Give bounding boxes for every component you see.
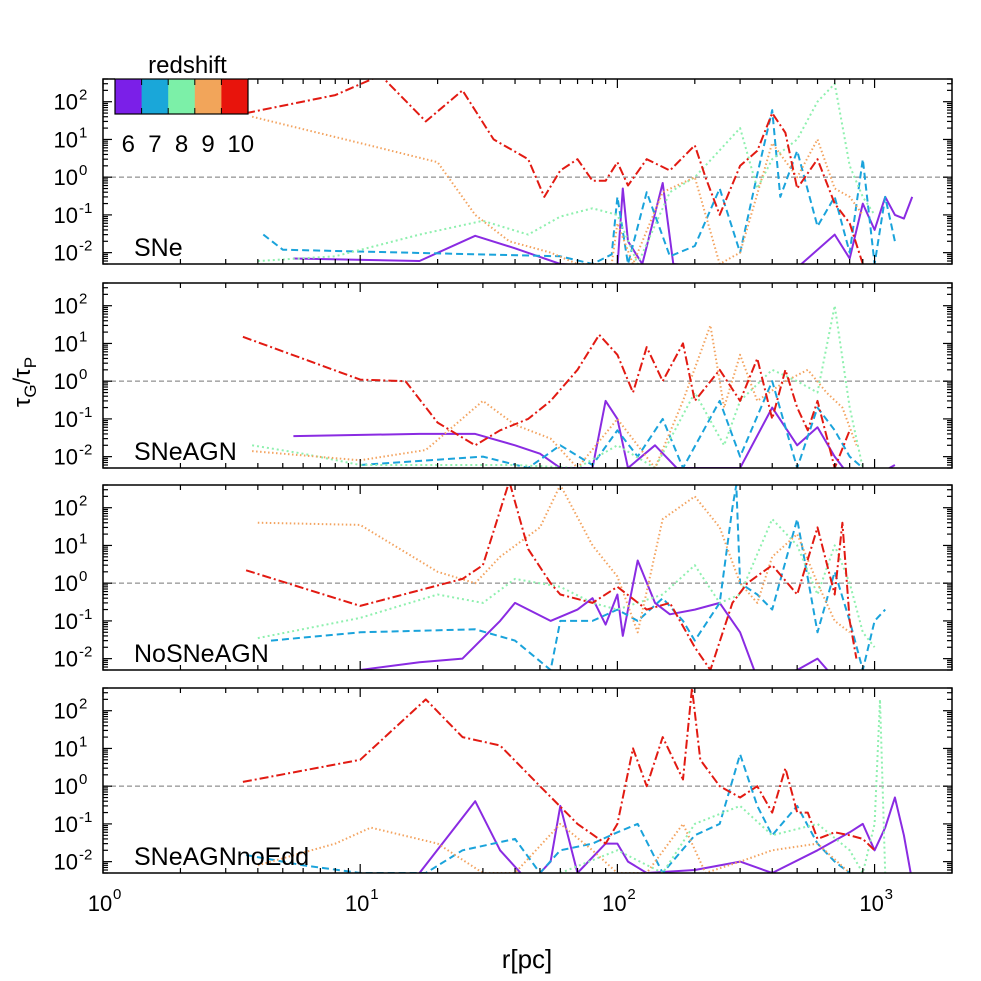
- y-tick-exponent: -2: [79, 847, 92, 864]
- colorbar-title: redshift: [148, 52, 227, 79]
- series-z8: [257, 82, 876, 264]
- y-tick-label: 10: [54, 571, 78, 596]
- x-tick-exponent: 2: [627, 886, 635, 903]
- series-z9: [251, 115, 864, 264]
- series-z9: [257, 485, 851, 634]
- y-tick-exponent: 2: [79, 291, 87, 308]
- colorbar-swatch: [168, 79, 196, 114]
- series-z6: [418, 796, 912, 873]
- x-tick-label: 10: [345, 891, 369, 916]
- y-tick-exponent: 0: [79, 162, 87, 179]
- panel-label: SNeAGNnoEdd: [134, 843, 309, 871]
- y-tick-label: 10: [54, 90, 78, 115]
- y-tick-label: 10: [54, 407, 78, 432]
- x-tick-label: 10: [88, 891, 112, 916]
- series-z7: [270, 485, 886, 670]
- panel-label: NoSNeAGN: [134, 640, 269, 668]
- series-z10: [245, 79, 864, 264]
- colorbar-label: 10: [227, 131, 254, 158]
- y-tick-exponent: 1: [79, 530, 87, 547]
- y-tick-label: 10: [54, 736, 78, 761]
- colorbar-swatch: [115, 79, 143, 114]
- series-z8: [559, 698, 887, 873]
- colorbar: redshift 6 7 8 9 10: [114, 52, 254, 158]
- y-tick-exponent: 2: [79, 696, 87, 713]
- series-z6: [360, 559, 829, 670]
- series-z6: [293, 399, 896, 468]
- y-tick-exponent: -1: [79, 809, 92, 826]
- x-tick-exponent: 0: [113, 886, 121, 903]
- y-tick-exponent: 1: [79, 328, 87, 345]
- panel-nosneagn: [103, 485, 952, 670]
- y-tick-exponent: -1: [79, 404, 92, 421]
- x-tick-label: 10: [602, 891, 626, 916]
- y-tick-label: 10: [54, 165, 78, 190]
- y-tick-exponent: -2: [79, 238, 92, 255]
- series-z7: [360, 380, 864, 468]
- y-tick-label: 10: [54, 445, 78, 470]
- colorbar-label: 6: [122, 131, 135, 158]
- y-tick-label: 10: [54, 699, 78, 724]
- y-tick-exponent: -1: [79, 200, 92, 217]
- y-tick-exponent: 1: [79, 124, 87, 141]
- y-tick-label: 10: [54, 294, 78, 319]
- panel-sne: [103, 79, 952, 264]
- y-tick-label: 10: [54, 609, 78, 634]
- y-tick-label: 10: [54, 850, 78, 875]
- series-z7: [245, 753, 852, 873]
- series-z7: [262, 109, 896, 264]
- x-tick-label: 10: [859, 891, 883, 916]
- series-z10: [245, 485, 858, 670]
- y-tick-label: 10: [54, 774, 78, 799]
- y-tick-label: 10: [54, 203, 78, 228]
- colorbar-swatch: [194, 79, 222, 114]
- colorbar-label: 7: [148, 131, 161, 158]
- series-z8: [257, 518, 876, 648]
- x-tick-exponent: 3: [885, 886, 893, 903]
- y-tick-label: 10: [54, 331, 78, 356]
- y-axis-label: τG/τP: [9, 357, 40, 407]
- y-tick-label: 10: [54, 533, 78, 558]
- y-tick-label: 10: [54, 812, 78, 837]
- panels: [103, 79, 952, 873]
- panel-sneagnnoedd: [103, 688, 952, 873]
- y-tick-label: 10: [54, 369, 78, 394]
- y-tick-exponent: 2: [79, 493, 87, 510]
- y-tick-exponent: 0: [79, 568, 87, 585]
- colorbar-swatch: [221, 79, 249, 114]
- y-tick-label: 10: [54, 496, 78, 521]
- y-tick-label: 10: [54, 241, 78, 266]
- series-z6: [293, 182, 914, 264]
- series-z10: [242, 688, 876, 852]
- panel-label: SNe: [134, 234, 183, 262]
- y-tick-exponent: -2: [79, 644, 92, 661]
- y-tick-exponent: 1: [79, 733, 87, 750]
- y-tick-label: 10: [54, 127, 78, 152]
- panel-sneagn: [103, 304, 952, 468]
- x-axis-label: r[pc]: [502, 944, 553, 974]
- series-z10: [242, 333, 851, 468]
- colorbar-swatch: [141, 79, 169, 114]
- colorbar-label: 9: [201, 131, 214, 158]
- x-tick-exponent: 1: [370, 886, 378, 903]
- y-tick-exponent: 0: [79, 366, 87, 383]
- colorbar-label: 8: [175, 131, 188, 158]
- y-tick-exponent: 2: [79, 87, 87, 104]
- panel-label: SNeAGN: [134, 438, 237, 466]
- y-tick-label: 10: [54, 647, 78, 672]
- y-tick-exponent: 0: [79, 771, 87, 788]
- y-tick-exponent: -2: [79, 442, 92, 459]
- series-z8: [251, 304, 864, 468]
- y-tick-exponent: -1: [79, 606, 92, 623]
